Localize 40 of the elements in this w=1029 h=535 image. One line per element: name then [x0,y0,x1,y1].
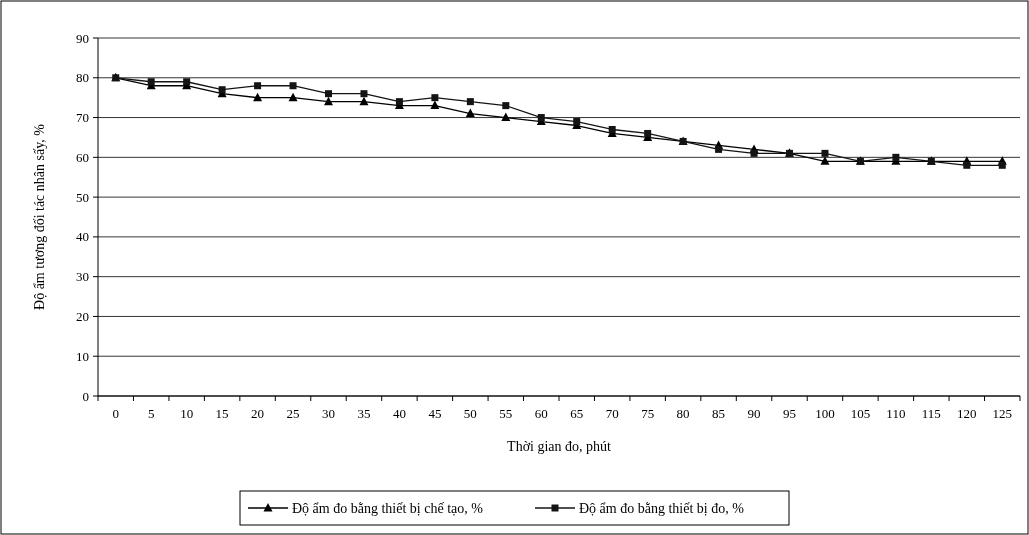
y-tick-label: 90 [76,30,89,46]
x-tick-label: 15 [215,406,229,421]
x-tick-label: 60 [534,406,548,421]
x-tick-label: 115 [921,406,941,421]
y-axis-title: Độ ẩm tương đối tác nhân sấy, % [32,123,47,310]
y-tick-label: 80 [76,70,89,86]
x-tick-label: 80 [676,406,690,421]
x-tick-label: 85 [712,406,726,421]
x-tick-label: 75 [641,406,655,421]
x-tick-label: 40 [392,406,406,421]
x-tick-label: 45 [428,406,442,421]
legend-label: Độ ẩm đo bằng thiết bị đo, % [579,500,745,516]
x-tick-label: 55 [499,406,513,421]
x-tick-label: 35 [357,406,371,421]
y-tick-label: 30 [76,269,89,285]
y-tick-label: 70 [76,110,89,126]
y-tick-label: 10 [76,348,89,364]
y-tick-label: 0 [82,388,89,404]
x-tick-label: 65 [570,406,584,421]
x-tick-label: 25 [286,406,300,421]
y-tick-label: 20 [76,308,89,324]
legend-label: Độ ẩm đo bằng thiết bị chế tạo, % [292,500,484,516]
x-tick-label: 50 [463,406,477,421]
x-tick-label: 20 [251,406,265,421]
x-axis-title: Thời gian đo, phút [507,439,612,454]
x-tick-label: 100 [815,406,835,421]
x-tick-label: 110 [886,406,906,421]
x-tick-label: 90 [747,406,761,421]
x-tick-label: 105 [850,406,871,421]
y-tick-label: 40 [76,229,89,245]
x-tick-label: 0 [112,406,119,421]
x-tick-label: 125 [992,406,1013,421]
x-tick-label: 120 [957,406,977,421]
x-tick-label: 30 [322,406,335,421]
x-tick-label: 95 [783,406,796,421]
x-tick-label: 10 [180,406,194,421]
y-tick-label: 50 [76,189,89,205]
y-tick-label: 60 [76,149,89,165]
x-tick-label: 5 [147,406,155,421]
x-tick-label: 70 [605,406,619,421]
